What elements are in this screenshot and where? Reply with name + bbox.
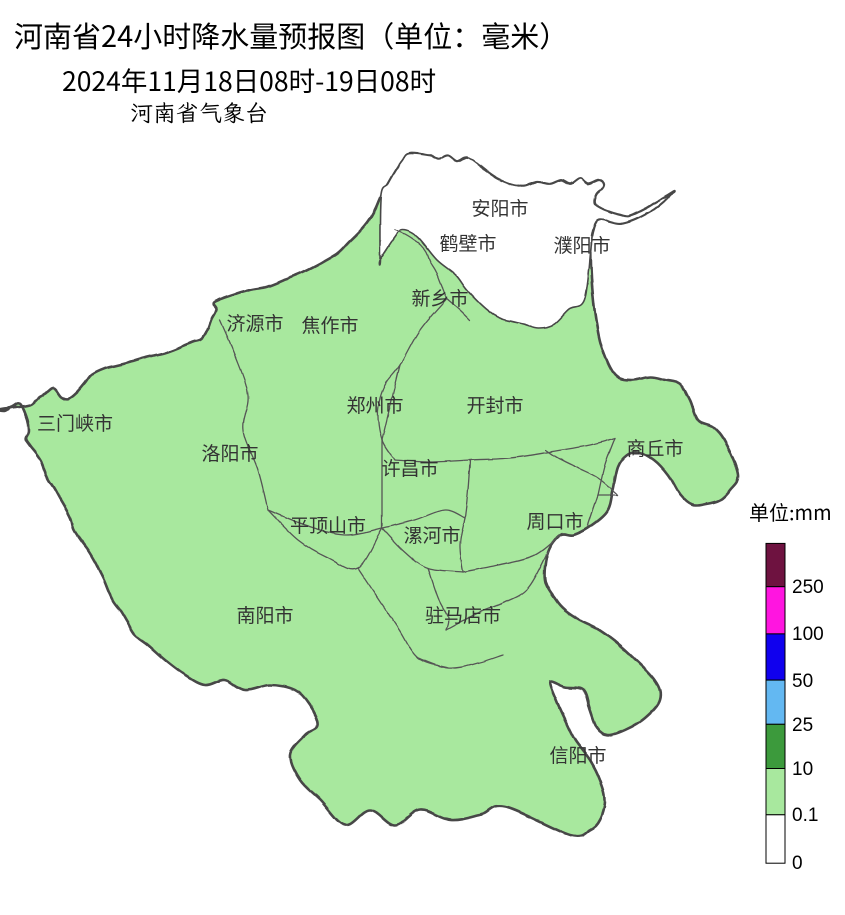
svg-text:三门峡市: 三门峡市 [37,409,113,436]
svg-text:开封市: 开封市 [466,391,523,418]
svg-text:周口市: 周口市 [526,507,583,534]
svg-text:商丘市: 商丘市 [626,434,683,461]
svg-text:安阳市: 安阳市 [471,194,528,221]
svg-text:南阳市: 南阳市 [236,601,293,628]
svg-text:鹤壁市: 鹤壁市 [439,229,496,256]
svg-text:0: 0 [792,853,803,874]
svg-text:10: 10 [792,759,813,780]
svg-text:驻马店市: 驻马店市 [425,601,501,628]
svg-text:250: 250 [792,577,824,598]
svg-text:0.1: 0.1 [792,805,818,826]
svg-text:濮阳市: 濮阳市 [553,231,610,258]
svg-text:信阳市: 信阳市 [549,741,606,768]
svg-text:许昌市: 许昌市 [381,454,438,481]
svg-text:100: 100 [792,624,824,645]
svg-text:50: 50 [792,671,813,692]
svg-text:郑州市: 郑州市 [346,391,403,418]
svg-text:济源市: 济源市 [226,309,283,336]
svg-text:洛阳市: 洛阳市 [201,439,258,466]
svg-text:新乡市: 新乡市 [411,284,468,311]
svg-text:25: 25 [792,715,813,736]
svg-text:平顶山市: 平顶山市 [290,511,366,538]
svg-text:漯河市: 漯河市 [403,521,460,548]
svg-text:焦作市: 焦作市 [301,311,358,338]
svg-text:单位:mm: 单位:mm [749,497,832,526]
